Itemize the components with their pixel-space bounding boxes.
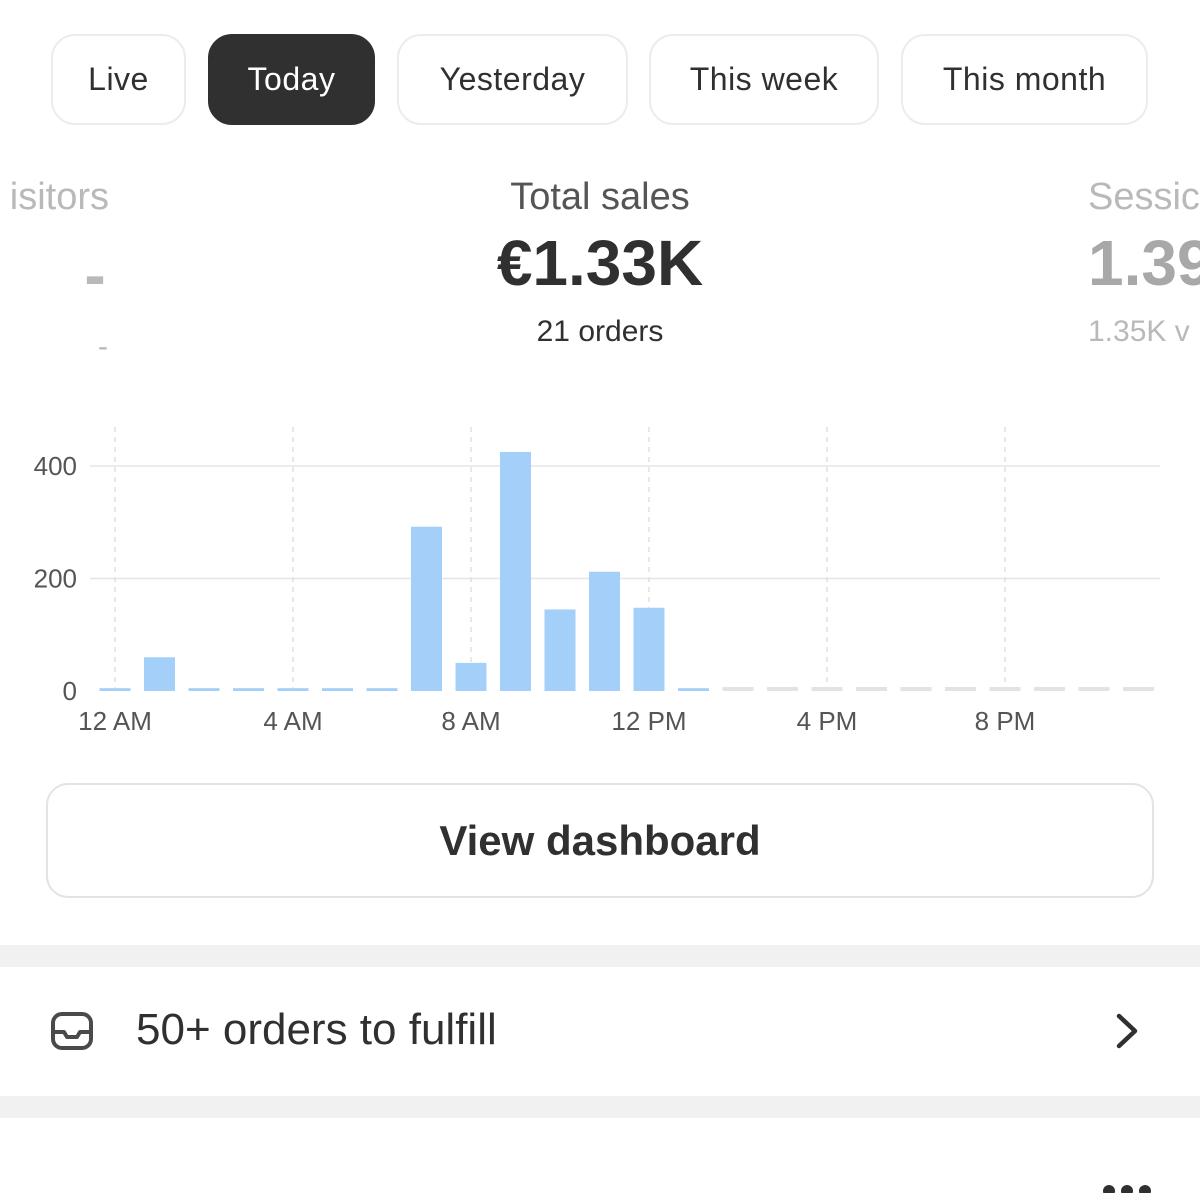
metric-label: Sessic — [1088, 176, 1200, 218]
tab-label: Live — [88, 61, 149, 97]
bar — [144, 657, 175, 691]
tab-this-week[interactable]: This week — [649, 34, 879, 125]
metric-label: isitors — [9, 176, 109, 218]
future-bar — [767, 687, 798, 691]
tab-label: Yesterday — [439, 61, 586, 97]
orders-to-fulfill-label: 50+ orders to fulfill — [136, 1005, 497, 1054]
tab-label: This week — [689, 61, 839, 97]
bar — [188, 688, 220, 691]
bar — [455, 662, 487, 691]
metric-visitors[interactable]: isitors — [10, 176, 109, 219]
bar — [233, 688, 264, 691]
x-tick-label: 8 AM — [441, 706, 500, 736]
x-tick-label: 4 AM — [263, 706, 322, 736]
y-tick-label: 200 — [34, 564, 77, 594]
metric-visitors-sub: - — [98, 330, 108, 363]
metric-sub: 21 orders — [536, 315, 664, 348]
tab-live[interactable]: Live — [51, 34, 186, 125]
tab-today[interactable]: Today — [208, 34, 375, 125]
chevron-right-icon — [1116, 1013, 1138, 1049]
future-bar — [1034, 687, 1065, 691]
future-bar — [811, 687, 843, 691]
metric-value: €1.33K — [496, 227, 704, 299]
bar — [633, 607, 665, 691]
view-dashboard-button[interactable]: View dashboard — [46, 783, 1154, 898]
bar — [99, 688, 131, 691]
future-bar — [945, 687, 976, 691]
tab-label: Today — [247, 61, 336, 97]
metric-value: 1.39 — [1088, 227, 1200, 299]
future-bar — [1078, 687, 1110, 691]
orders-to-fulfill-row[interactable]: 50+ orders to fulfill — [0, 967, 1200, 1095]
x-tick-label: 8 PM — [975, 706, 1036, 736]
tab-label: This month — [942, 61, 1107, 97]
more-horizontal-icon[interactable] — [1100, 1182, 1160, 1193]
inbox-icon — [51, 1012, 93, 1050]
tab-this-month[interactable]: This month — [901, 34, 1148, 125]
bar — [322, 688, 353, 691]
y-tick-label: 400 — [34, 451, 77, 481]
future-bar — [1123, 687, 1154, 691]
bar — [589, 571, 620, 691]
future-bar — [856, 687, 887, 691]
view-dashboard-label: View dashboard — [439, 816, 761, 864]
x-tick-label: 12 PM — [611, 706, 686, 736]
bar — [411, 526, 442, 691]
metric-label: Total sales — [510, 176, 690, 218]
bar — [678, 688, 709, 691]
y-tick-label: 0 — [63, 676, 77, 706]
future-bar — [722, 687, 754, 691]
metric-sessions[interactable]: Sessic 1.39 1.35K v — [1088, 176, 1200, 349]
bar — [500, 451, 531, 691]
tab-yesterday[interactable]: Yesterday — [397, 34, 628, 125]
bar — [544, 609, 576, 691]
bar — [366, 688, 398, 691]
x-tick-label: 12 AM — [78, 706, 152, 736]
section-divider — [0, 945, 1200, 967]
bar — [277, 688, 309, 691]
metric-sub: 1.35K v — [1088, 315, 1190, 348]
section-divider — [0, 1096, 1200, 1118]
metric-visitors-value: - — [84, 239, 106, 311]
future-bar — [989, 687, 1021, 691]
sales-chart: 400 200 012 AM 4 AM 8 AM 12 PM 4 PM 8 PM — [34, 427, 1160, 736]
metric-total-sales[interactable]: Total sales €1.33K 21 orders — [400, 176, 800, 349]
x-tick-label: 4 PM — [797, 706, 858, 736]
future-bar — [900, 687, 932, 691]
